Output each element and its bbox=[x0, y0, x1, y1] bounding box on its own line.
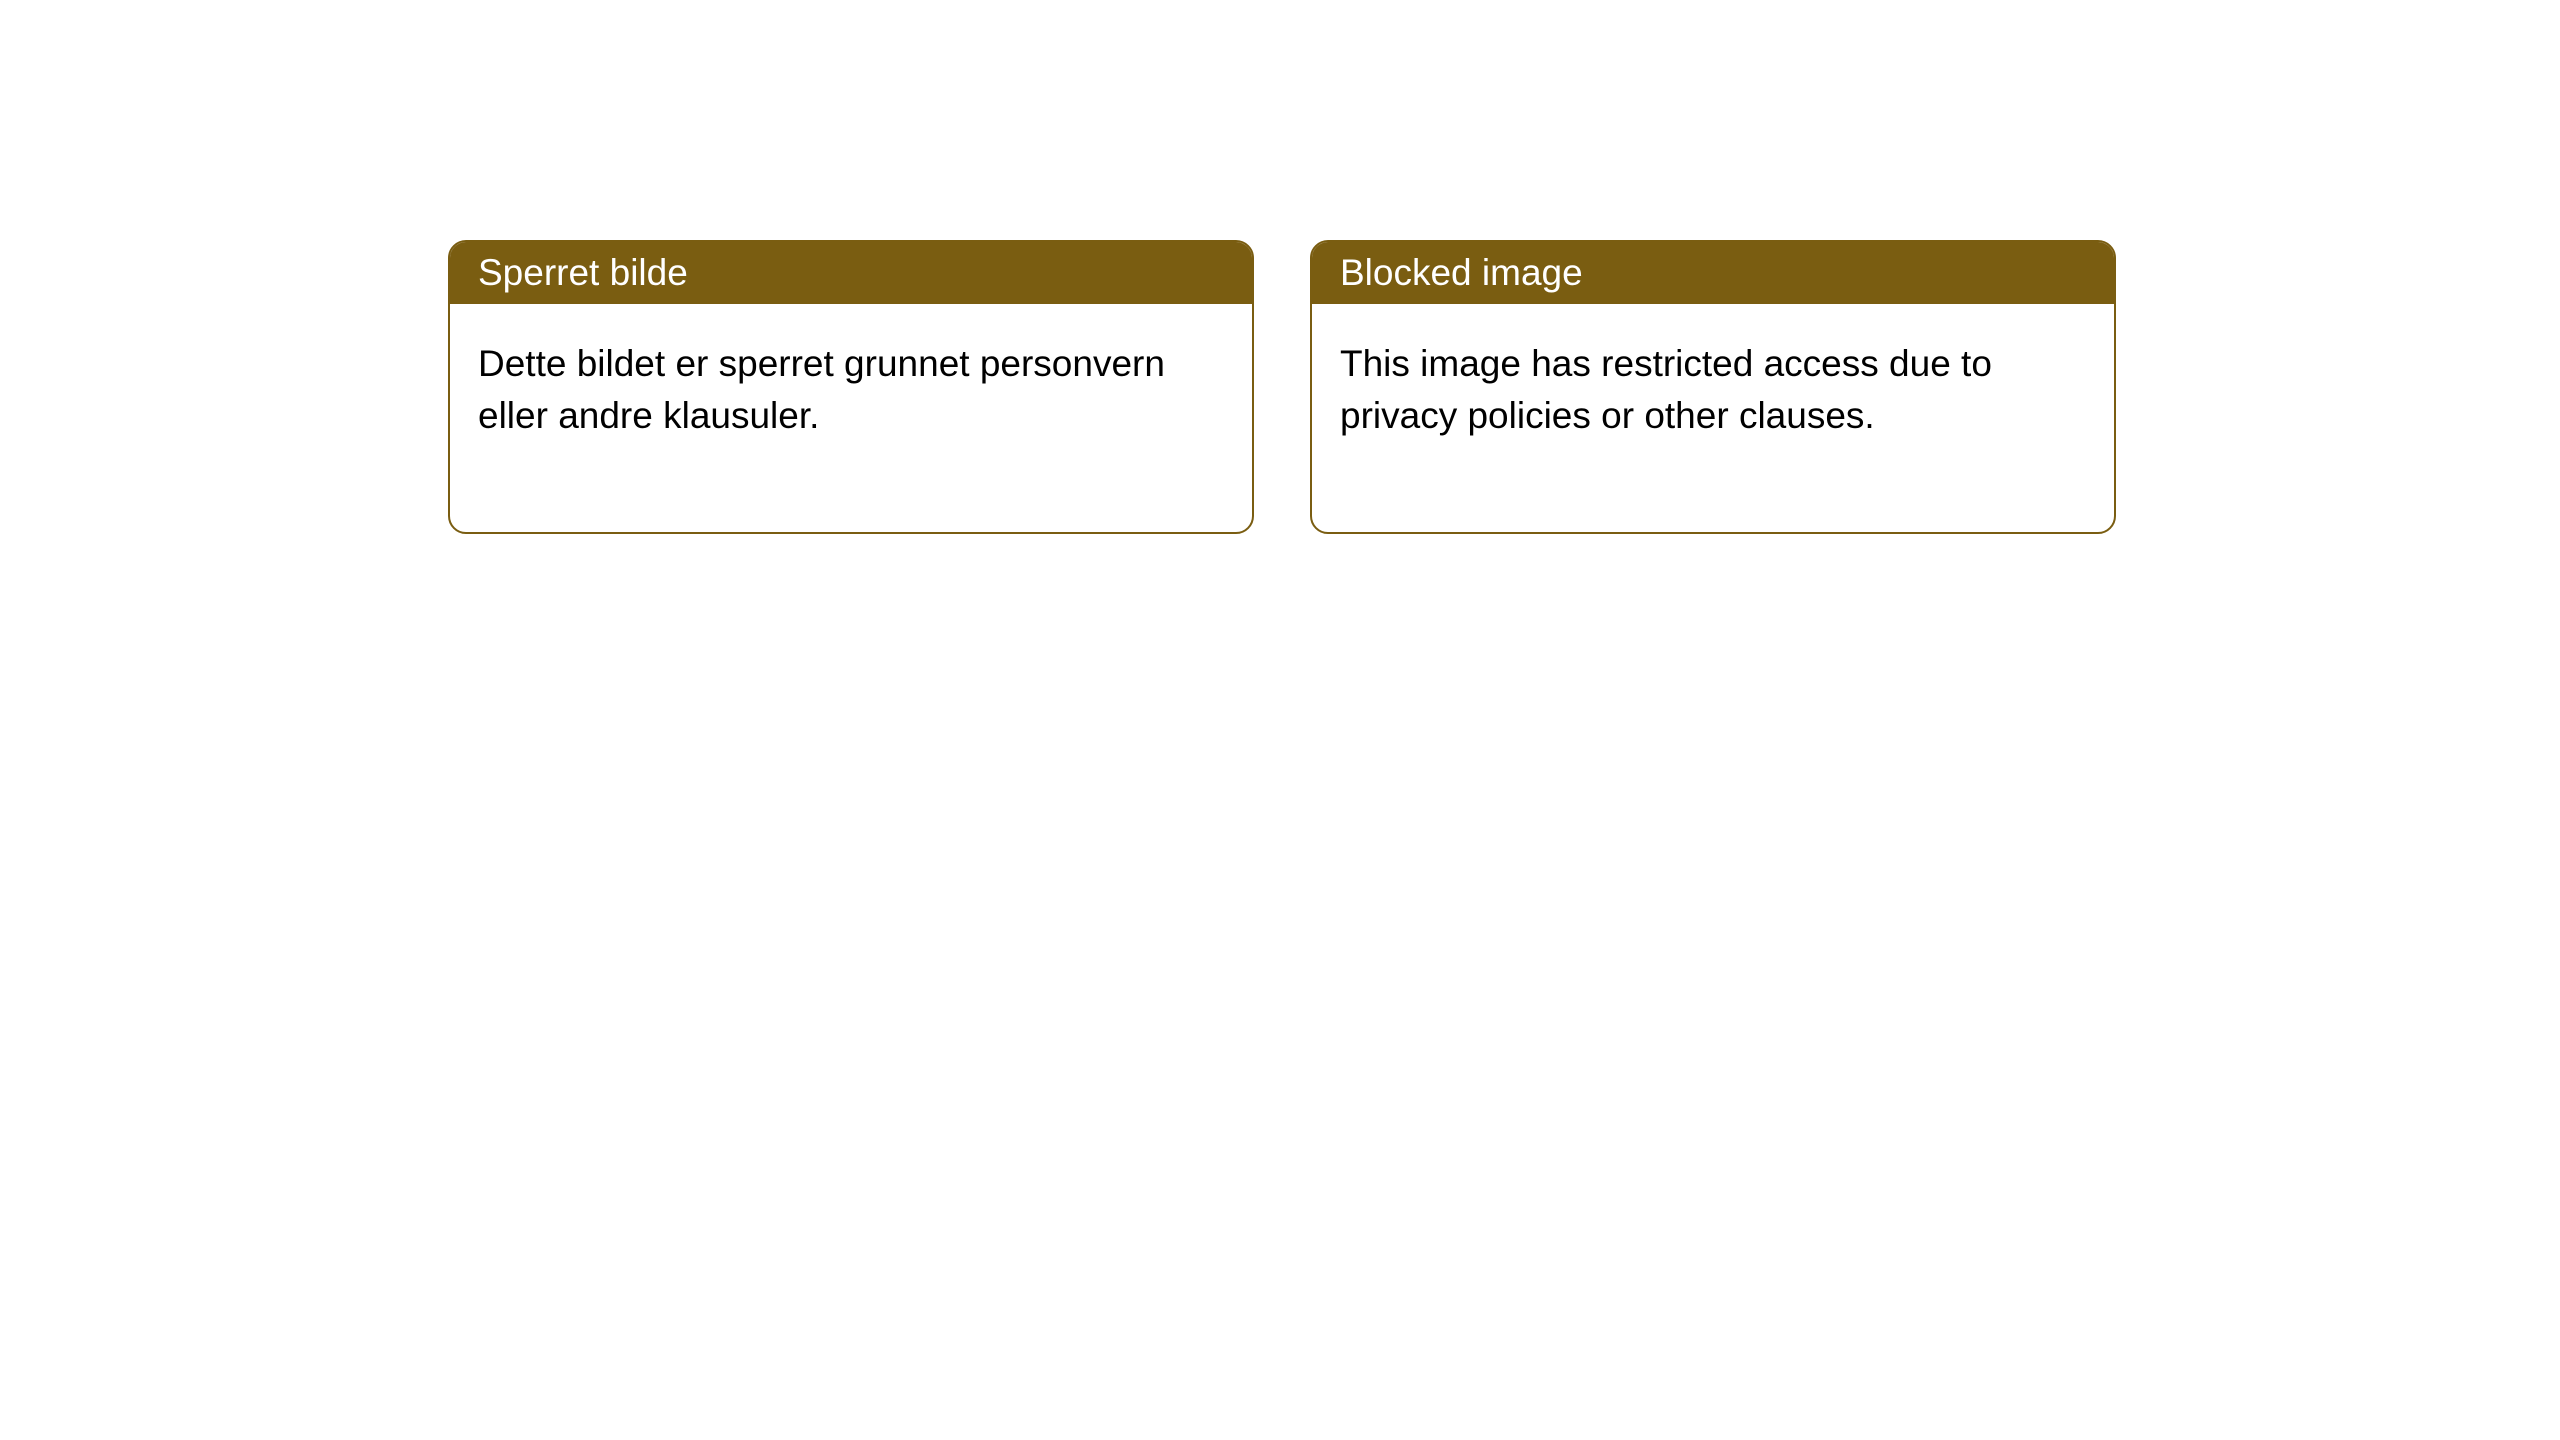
cards-container: Sperret bilde Dette bildet er sperret gr… bbox=[0, 0, 2560, 534]
card-title: Blocked image bbox=[1312, 242, 2114, 304]
blocked-image-card-no: Sperret bilde Dette bildet er sperret gr… bbox=[448, 240, 1254, 534]
card-body: This image has restricted access due to … bbox=[1312, 304, 2114, 532]
blocked-image-card-en: Blocked image This image has restricted … bbox=[1310, 240, 2116, 534]
card-body: Dette bildet er sperret grunnet personve… bbox=[450, 304, 1252, 532]
card-title: Sperret bilde bbox=[450, 242, 1252, 304]
